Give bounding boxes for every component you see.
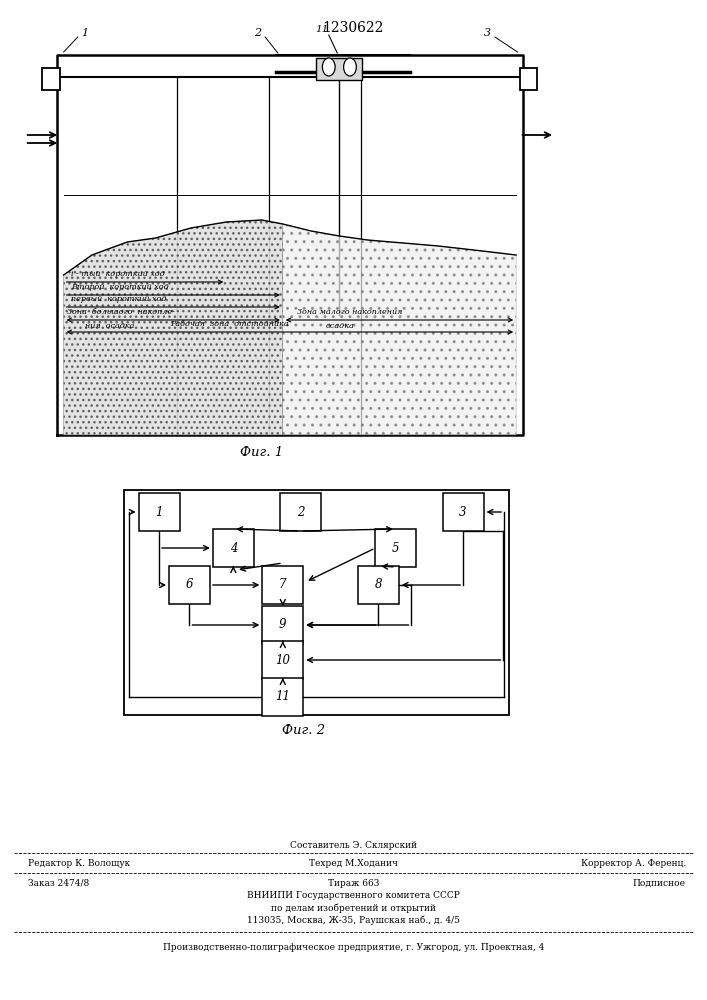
Text: 1: 1: [156, 506, 163, 518]
Text: Производственно-полиграфическое предприятие, г. Ужгород, ул. Проектная, 4: Производственно-полиграфическое предприя…: [163, 944, 544, 952]
Text: 5: 5: [392, 542, 399, 554]
Bar: [375, 529, 416, 567]
Bar: [262, 606, 303, 644]
Circle shape: [344, 58, 356, 76]
Text: Заказ 2474/8: Заказ 2474/8: [28, 879, 90, 888]
Bar: [443, 493, 484, 531]
Bar: [169, 566, 210, 604]
Text: 10: 10: [275, 654, 291, 666]
Polygon shape: [283, 224, 516, 435]
Text: первый  короткий ход: первый короткий ход: [71, 295, 166, 303]
Text: по делам изобретений и открытий: по делам изобретений и открытий: [271, 903, 436, 913]
Text: Техред М.Ходанич: Техред М.Ходанич: [309, 858, 398, 867]
Text: 11: 11: [315, 25, 328, 34]
Text: ВНИИПИ Государственного комитета СССР: ВНИИПИ Государственного комитета СССР: [247, 892, 460, 900]
Bar: [358, 566, 399, 604]
Text: 8: 8: [375, 578, 382, 591]
Text: 6: 6: [186, 578, 193, 591]
Bar: [520, 68, 537, 90]
Circle shape: [322, 58, 335, 76]
Text: 2: 2: [297, 506, 304, 518]
Bar: [124, 490, 509, 715]
Bar: [213, 529, 254, 567]
Text: Рабочая  зона  отстойника: Рабочая зона отстойника: [170, 320, 288, 328]
Text: i - тый  короткий ход: i - тый короткий ход: [71, 270, 165, 278]
Text: 1230622: 1230622: [323, 21, 384, 35]
Bar: [262, 678, 303, 716]
Text: Подписное: Подписное: [633, 879, 686, 888]
Text: 11: 11: [275, 690, 291, 704]
Text: 3: 3: [460, 506, 467, 518]
Bar: [139, 493, 180, 531]
Polygon shape: [64, 220, 283, 435]
Text: Корректор А. Ференц.: Корректор А. Ференц.: [580, 858, 686, 867]
Text: Зона малого накопления: Зона малого накопления: [297, 308, 402, 316]
Text: Второй  короткий ход: Второй короткий ход: [71, 283, 168, 291]
Bar: [42, 68, 60, 90]
Text: Тираж 663: Тираж 663: [328, 879, 379, 888]
Text: 9: 9: [279, 618, 286, 632]
Text: Составитель Э. Склярский: Составитель Э. Склярский: [290, 840, 417, 850]
Bar: [317, 58, 362, 80]
Bar: [262, 641, 303, 679]
Text: Фиг. 2: Фиг. 2: [283, 724, 325, 736]
Bar: [262, 566, 303, 604]
Text: 7: 7: [279, 578, 286, 591]
Text: ния  осадка: ния осадка: [85, 322, 134, 330]
Text: Зона  большого  накопле-: Зона большого накопле-: [67, 308, 175, 316]
Bar: [280, 493, 321, 531]
Text: 4: 4: [230, 542, 237, 554]
Text: осадка: осадка: [325, 322, 354, 330]
Text: Редактор К. Волощук: Редактор К. Волощук: [28, 858, 130, 867]
Text: 3: 3: [484, 28, 491, 38]
Text: 2: 2: [255, 28, 262, 38]
Text: 113035, Москва, Ж-35, Раушская наб., д. 4/5: 113035, Москва, Ж-35, Раушская наб., д. …: [247, 915, 460, 925]
Text: 1: 1: [81, 28, 88, 38]
Text: Фиг. 1: Фиг. 1: [240, 446, 283, 458]
